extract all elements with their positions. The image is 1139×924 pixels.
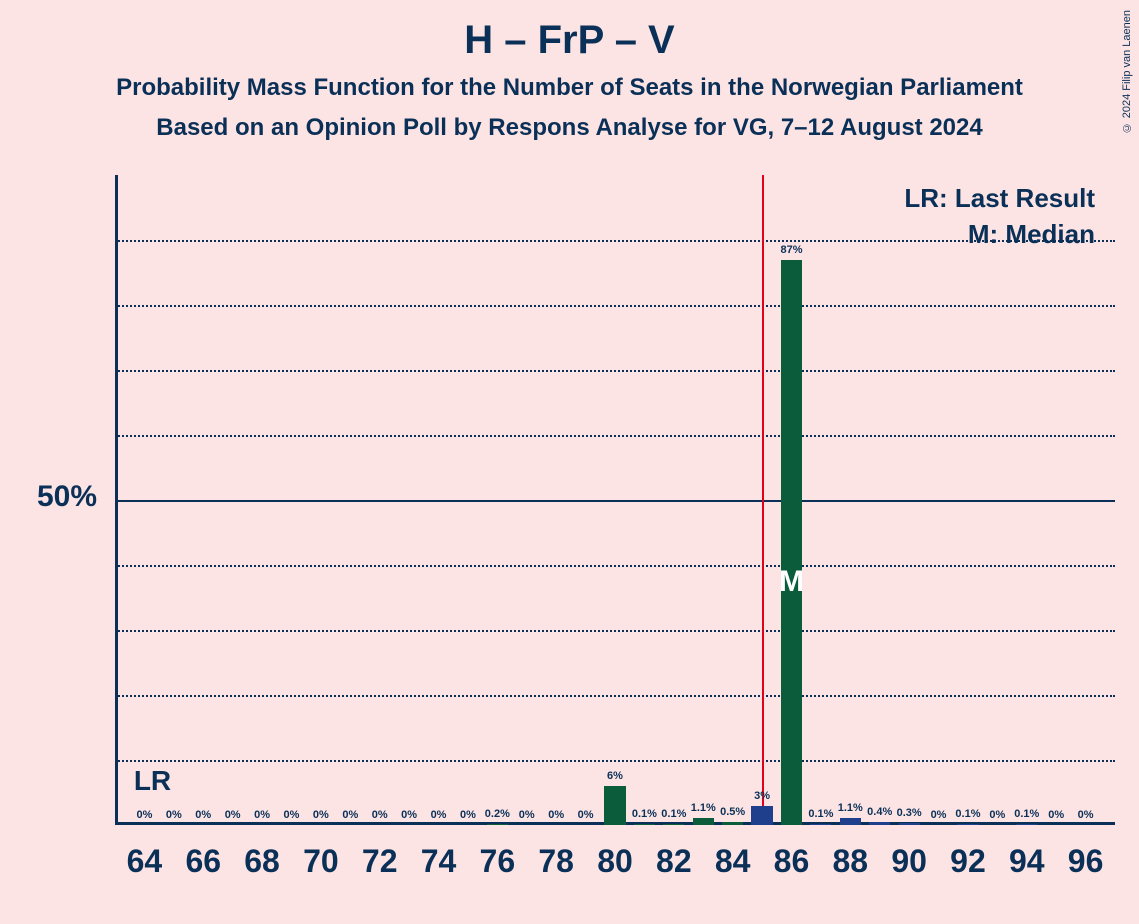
x-tick-82: 82 (656, 843, 692, 880)
bar-label-seat-76: 0.2% (485, 808, 510, 820)
x-tick-88: 88 (832, 843, 868, 880)
x-tick-84: 84 (715, 843, 751, 880)
majority-line (762, 175, 764, 825)
bar-seat-85 (751, 806, 772, 826)
bar-seat-89 (869, 822, 890, 825)
y-axis-label-50: 50% (0, 480, 97, 514)
bar-seat-84 (722, 822, 743, 825)
bar-label-seat-84: 0.5% (720, 806, 745, 818)
bar-label-seat-77: 0% (519, 809, 535, 821)
bar-label-seat-70: 0% (313, 809, 329, 821)
gridline-90 (115, 240, 1115, 242)
bar-label-seat-88: 1.1% (838, 802, 863, 814)
bar-label-seat-72: 0% (372, 809, 388, 821)
bar-label-seat-80: 6% (607, 770, 623, 782)
gridline-40 (115, 565, 1115, 567)
bar-label-seat-93: 0% (989, 809, 1005, 821)
bar-label-seat-73: 0% (401, 809, 417, 821)
bar-label-seat-67: 0% (225, 809, 241, 821)
bar-seat-83 (693, 818, 714, 825)
x-tick-80: 80 (597, 843, 633, 880)
lr-marker-label: LR (134, 765, 171, 797)
legend-m: M: Median (968, 219, 1095, 250)
bar-seat-92 (957, 824, 978, 825)
bar-label-seat-79: 0% (578, 809, 594, 821)
bar-label-seat-81: 0.1% (632, 808, 657, 820)
bar-label-seat-78: 0% (548, 809, 564, 821)
chart-title: H – FrP – V (0, 18, 1139, 63)
legend-lr: LR: Last Result (904, 183, 1095, 214)
gridline-80 (115, 305, 1115, 307)
x-tick-90: 90 (891, 843, 927, 880)
chart-container: H – FrP – V Probability Mass Function fo… (0, 0, 1139, 924)
bar-label-seat-87: 0.1% (808, 808, 833, 820)
x-tick-96: 96 (1068, 843, 1104, 880)
x-tick-72: 72 (362, 843, 398, 880)
bar-label-seat-85: 3% (754, 790, 770, 802)
bar-label-seat-94: 0.1% (1014, 808, 1039, 820)
bar-label-seat-68: 0% (254, 809, 270, 821)
x-tick-94: 94 (1009, 843, 1045, 880)
bar-label-seat-66: 0% (195, 809, 211, 821)
plot-area: 0% 0% 0% 0% 0% 0% 0% 0% 0% 0% 0% 0% 0.2% 0% 0% 0% 6% 0.1%… (115, 175, 1115, 825)
bar-label-seat-65: 0% (166, 809, 182, 821)
x-tick-64: 64 (127, 843, 163, 880)
x-tick-92: 92 (950, 843, 986, 880)
bar-label-seat-71: 0% (342, 809, 358, 821)
bar-seat-76 (487, 824, 508, 825)
bar-label-seat-75: 0% (460, 809, 476, 821)
x-tick-70: 70 (303, 843, 339, 880)
bar-seat-81 (634, 824, 655, 825)
x-tick-68: 68 (244, 843, 280, 880)
copyright-text: © 2024 Filip van Laenen (1121, 10, 1133, 133)
gridline-20 (115, 695, 1115, 697)
x-tick-66: 66 (185, 843, 221, 880)
gridline-30 (115, 630, 1115, 632)
bar-seat-80 (604, 786, 625, 825)
x-tick-74: 74 (421, 843, 457, 880)
bar-seat-82 (663, 824, 684, 825)
bar-label-seat-96: 0% (1078, 809, 1094, 821)
bar-seat-88 (840, 818, 861, 825)
gridline-70 (115, 370, 1115, 372)
gridline-60 (115, 435, 1115, 437)
gridline-50 (115, 500, 1115, 502)
bar-label-seat-92: 0.1% (955, 808, 980, 820)
bar-label-seat-90: 0.3% (897, 807, 922, 819)
bar-label-seat-74: 0% (431, 809, 447, 821)
bar-seat-86 (781, 260, 802, 826)
bar-label-seat-82: 0.1% (661, 808, 686, 820)
bar-label-seat-83: 1.1% (691, 802, 716, 814)
bar-seat-94 (1016, 824, 1037, 825)
bar-label-seat-95: 0% (1048, 809, 1064, 821)
bar-label-seat-69: 0% (284, 809, 300, 821)
bar-label-seat-64: 0% (136, 809, 152, 821)
x-tick-78: 78 (538, 843, 574, 880)
chart-subtitle-2: Based on an Opinion Poll by Respons Anal… (0, 114, 1139, 142)
x-tick-86: 86 (774, 843, 810, 880)
bar-label-seat-86: 87% (780, 244, 802, 256)
bar-label-seat-91: 0% (931, 809, 947, 821)
gridline-10 (115, 760, 1115, 762)
median-marker-label: M (779, 565, 804, 599)
bar-seat-90 (899, 823, 920, 825)
bar-seat-87 (810, 824, 831, 825)
bar-label-seat-89: 0.4% (867, 806, 892, 818)
x-tick-76: 76 (480, 843, 516, 880)
chart-subtitle-1: Probability Mass Function for the Number… (0, 74, 1139, 102)
